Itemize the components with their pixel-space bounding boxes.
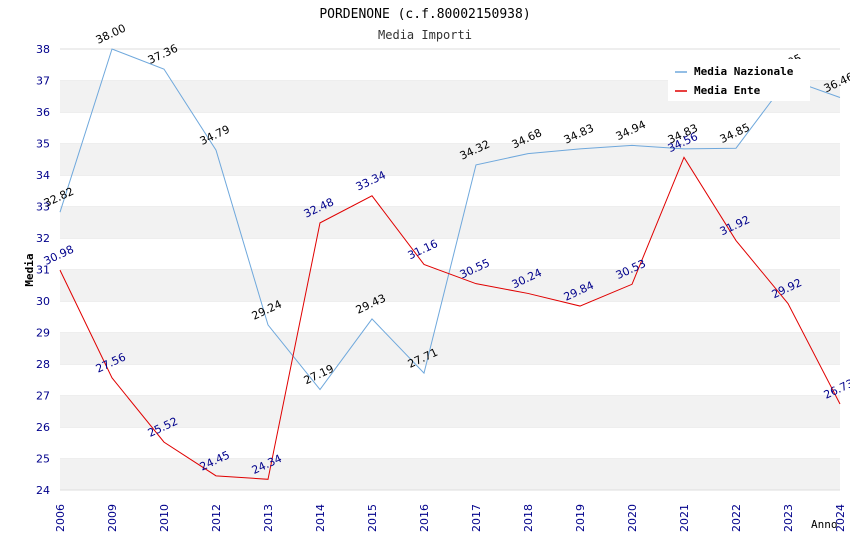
grid-band: [60, 427, 840, 459]
grid-band: [60, 175, 840, 207]
chart-title: PORDENONE (c.f.80002150938): [319, 7, 530, 22]
y-tick-label: 34: [36, 169, 50, 182]
grid-band: [60, 364, 840, 396]
y-tick-label: 24: [36, 484, 50, 497]
y-tick-label: 33: [36, 201, 50, 214]
legend: Media Nazionale Media Ente: [668, 59, 810, 101]
x-tick-label: 2019: [574, 504, 587, 532]
legend-box: [668, 59, 810, 101]
y-tick-label: 35: [36, 138, 50, 151]
grid-band: [60, 206, 840, 238]
legend-label-nazionale: Media Nazionale: [694, 65, 794, 78]
y-axis-label: Media: [23, 253, 36, 286]
x-axis-ticks: 2006 2009 2010 2012 2013 2014 2015 2016 2017 2018…: [54, 504, 847, 532]
grid-band: [60, 269, 840, 301]
x-axis-label: Anno: [811, 518, 838, 531]
x-tick-label: 2016: [418, 504, 431, 532]
y-tick-label: 38: [36, 43, 50, 56]
x-tick-label: 2015: [366, 504, 379, 532]
y-tick-label: 30: [36, 295, 50, 308]
grid-band: [60, 395, 840, 427]
x-tick-label: 2017: [470, 504, 483, 532]
x-tick-label: 2012: [210, 504, 223, 532]
y-tick-label: 27: [36, 390, 50, 403]
chart-subtitle: Media Importi: [378, 28, 472, 42]
y-tick-label: 26: [36, 421, 50, 434]
x-tick-label: 2014: [314, 504, 327, 532]
x-tick-label: 2013: [262, 504, 275, 532]
y-tick-label: 25: [36, 453, 50, 466]
data-label-nazionale: 38.00: [94, 22, 128, 47]
y-axis-ticks: 24 25 26 27 28 29 30 31 32 33 34 35 36 37 38: [36, 43, 50, 497]
grid-band: [60, 301, 840, 333]
y-tick-label: 32: [36, 232, 50, 245]
y-tick-label: 37: [36, 75, 50, 88]
grid-band: [60, 112, 840, 144]
grid-band: [60, 238, 840, 270]
legend-label-ente: Media Ente: [694, 84, 761, 97]
y-tick-label: 36: [36, 106, 50, 119]
x-tick-label: 2021: [678, 504, 691, 532]
y-tick-label: 28: [36, 358, 50, 371]
x-tick-label: 2020: [626, 504, 639, 532]
x-tick-label: 2009: [106, 504, 119, 532]
series-lines: [59, 48, 841, 480]
x-tick-label: 2010: [158, 504, 171, 532]
y-tick-label: 29: [36, 327, 50, 340]
x-tick-label: 2023: [782, 504, 795, 532]
x-tick-label: 2006: [54, 504, 67, 532]
x-tick-label: 2018: [522, 504, 535, 532]
series-line-nazionale: [59, 48, 841, 391]
x-tick-label: 2024: [834, 504, 847, 532]
y-tick-label: 31: [36, 264, 50, 277]
x-tick-label: 2022: [730, 504, 743, 532]
grid-band: [60, 458, 840, 490]
series-line-ente: [59, 156, 841, 480]
grid-band: [60, 332, 840, 364]
